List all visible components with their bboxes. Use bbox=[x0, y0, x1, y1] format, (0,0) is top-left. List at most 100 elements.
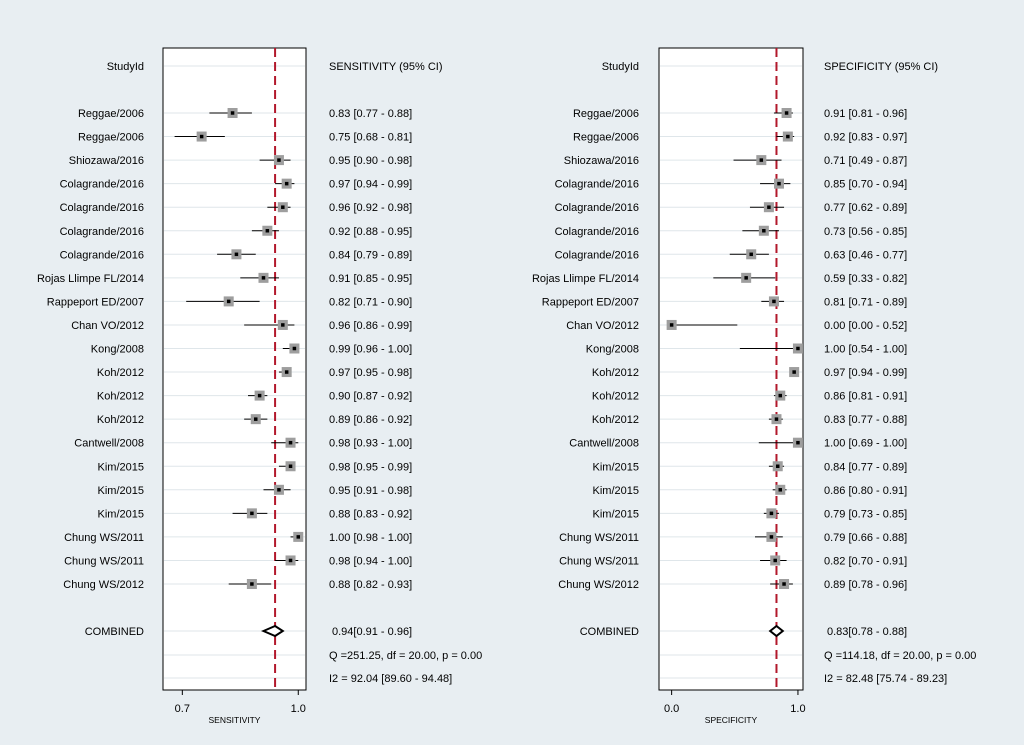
study-ci-label: 0.95 [0.91 - 0.98] bbox=[329, 485, 412, 497]
study-ci-label: 0.79 [0.73 - 0.85] bbox=[824, 508, 907, 520]
heterogeneity-i2: I2 = 82.48 [75.74 - 89.23] bbox=[824, 673, 947, 685]
point-estimate bbox=[230, 111, 235, 115]
study-name: Chan VO/2012 bbox=[71, 320, 144, 332]
study-ci-label: 0.91 [0.85 - 0.95] bbox=[329, 273, 412, 285]
study-id-header: StudyId bbox=[602, 61, 639, 73]
point-estimate bbox=[775, 464, 780, 468]
point-estimate bbox=[277, 488, 281, 492]
study-name: Koh/2012 bbox=[97, 414, 144, 426]
x-tick-label: 0.7 bbox=[175, 703, 190, 715]
point-estimate bbox=[796, 440, 800, 445]
point-estimate bbox=[292, 346, 297, 351]
study-ci-label: 1.00 [0.54 - 1.00] bbox=[824, 344, 907, 356]
point-estimate bbox=[762, 229, 766, 233]
study-name: Kong/2008 bbox=[91, 344, 144, 356]
point-estimate bbox=[777, 181, 781, 186]
point-estimate bbox=[774, 417, 779, 421]
study-ci-label: 0.86 [0.80 - 0.91] bbox=[824, 485, 907, 497]
study-ci-label: 0.82 [0.70 - 0.91] bbox=[824, 555, 907, 567]
study-name: Reggae/2006 bbox=[78, 108, 144, 120]
study-name: Chung WS/2012 bbox=[63, 579, 144, 591]
estimate-header: SPECIFICITY (95% CI) bbox=[824, 61, 938, 73]
heterogeneity-q: Q =114.18, df = 20.00, p = 0.00 bbox=[824, 650, 976, 662]
study-name: Chung WS/2011 bbox=[64, 555, 144, 567]
study-ci-label: 0.79 [0.66 - 0.88] bbox=[824, 532, 907, 544]
point-estimate bbox=[778, 488, 783, 492]
point-estimate bbox=[778, 393, 783, 398]
study-ci-label: 0.92 [0.83 - 0.97] bbox=[824, 132, 907, 144]
study-name: Cantwell/2008 bbox=[569, 438, 639, 450]
study-name: Cantwell/2008 bbox=[74, 438, 144, 450]
study-ci-label: 0.89 [0.78 - 0.96] bbox=[824, 579, 907, 591]
x-tick-label: 1.0 bbox=[291, 703, 306, 715]
study-name: Rappeport ED/2007 bbox=[542, 296, 639, 308]
point-estimate bbox=[261, 276, 266, 280]
point-estimate bbox=[773, 558, 777, 563]
study-ci-label: 0.00 [0.00 - 0.52] bbox=[824, 320, 907, 332]
sensitivity-forest-panel: StudyId SENSITIVITY (95% CI) Reggae/2006 0.… bbox=[37, 47, 482, 725]
study-ci-label: 0.91 [0.81 - 0.96] bbox=[824, 108, 907, 120]
point-estimate bbox=[772, 299, 776, 304]
point-estimate bbox=[288, 440, 293, 445]
study-name: Rojas Llimpe FL/2014 bbox=[37, 273, 144, 285]
study-name: Shiozawa/2016 bbox=[564, 155, 639, 167]
study-name: Kim/2015 bbox=[98, 485, 144, 497]
study-ci-label: 0.59 [0.33 - 0.82] bbox=[824, 273, 907, 285]
study-ci-label: 0.97 [0.95 - 0.98] bbox=[329, 367, 412, 379]
heterogeneity-q: Q =251.25, df = 20.00, p = 0.00 bbox=[329, 650, 482, 662]
study-ci-label: 0.98 [0.95 - 0.99] bbox=[329, 461, 412, 473]
x-tick-label: 1.0 bbox=[790, 703, 805, 715]
point-estimate bbox=[199, 134, 204, 139]
study-name: Kim/2015 bbox=[98, 461, 144, 473]
point-estimate bbox=[796, 346, 800, 351]
point-estimate bbox=[782, 582, 786, 586]
study-ci-label: 0.71 [0.49 - 0.87] bbox=[824, 155, 907, 167]
study-name: Colagrande/2016 bbox=[555, 202, 639, 214]
study-ci-label: 0.84 [0.77 - 0.89] bbox=[824, 461, 907, 473]
study-name: Rojas Llimpe FL/2014 bbox=[532, 273, 639, 285]
study-ci-label: 0.88 [0.82 - 0.93] bbox=[329, 579, 412, 591]
point-estimate bbox=[281, 205, 285, 209]
x-axis-label: SENSITIVITY bbox=[209, 715, 261, 725]
point-estimate bbox=[284, 181, 289, 186]
study-ci-label: 0.83 [0.77 - 0.88] bbox=[329, 108, 412, 120]
study-name: Colagrande/2016 bbox=[60, 249, 144, 261]
study-name: Kong/2008 bbox=[586, 344, 639, 356]
point-estimate bbox=[767, 205, 771, 209]
point-estimate bbox=[265, 229, 270, 233]
point-estimate bbox=[226, 299, 231, 304]
study-name: Colagrande/2016 bbox=[555, 249, 639, 261]
study-ci-label: 1.00 [0.69 - 1.00] bbox=[824, 438, 907, 450]
point-estimate bbox=[288, 464, 293, 468]
point-estimate bbox=[769, 511, 774, 516]
study-name: Colagrande/2016 bbox=[60, 226, 144, 238]
point-estimate bbox=[250, 511, 254, 516]
point-estimate bbox=[669, 323, 674, 327]
study-ci-label: 0.77 [0.62 - 0.89] bbox=[824, 202, 907, 214]
study-ci-label: 0.98 [0.94 - 1.00] bbox=[329, 555, 412, 567]
study-ci-label: 0.81 [0.71 - 0.89] bbox=[824, 296, 907, 308]
combined-diamond bbox=[260, 624, 285, 638]
combined-ci-label: 0.94[0.91 - 0.96] bbox=[332, 626, 412, 638]
study-name: Koh/2012 bbox=[97, 367, 144, 379]
point-estimate bbox=[250, 582, 254, 586]
study-ci-label: 0.96 [0.92 - 0.98] bbox=[329, 202, 412, 214]
combined-ci-label: 0.83[0.78 - 0.88] bbox=[827, 626, 907, 638]
study-name: Rappeport ED/2007 bbox=[47, 296, 144, 308]
study-ci-label: 0.96 [0.86 - 0.99] bbox=[329, 320, 412, 332]
study-name: Kim/2015 bbox=[593, 508, 639, 520]
study-id-header: StudyId bbox=[107, 61, 144, 73]
study-ci-label: 0.97 [0.94 - 0.99] bbox=[824, 367, 907, 379]
study-ci-label: 0.63 [0.46 - 0.77] bbox=[824, 249, 907, 261]
study-name: Colagrande/2016 bbox=[555, 179, 639, 191]
study-ci-label: 0.86 [0.81 - 0.91] bbox=[824, 391, 907, 403]
point-estimate bbox=[792, 370, 796, 374]
study-name: Chung WS/2011 bbox=[559, 555, 639, 567]
study-name: Shiozawa/2016 bbox=[69, 155, 144, 167]
study-ci-label: 0.95 [0.90 - 0.98] bbox=[329, 155, 412, 167]
study-ci-label: 0.85 [0.70 - 0.94] bbox=[824, 179, 907, 191]
study-name: Colagrande/2016 bbox=[555, 226, 639, 238]
x-axis-label: SPECIFICITY bbox=[705, 715, 758, 725]
study-name: Reggae/2006 bbox=[78, 132, 144, 144]
